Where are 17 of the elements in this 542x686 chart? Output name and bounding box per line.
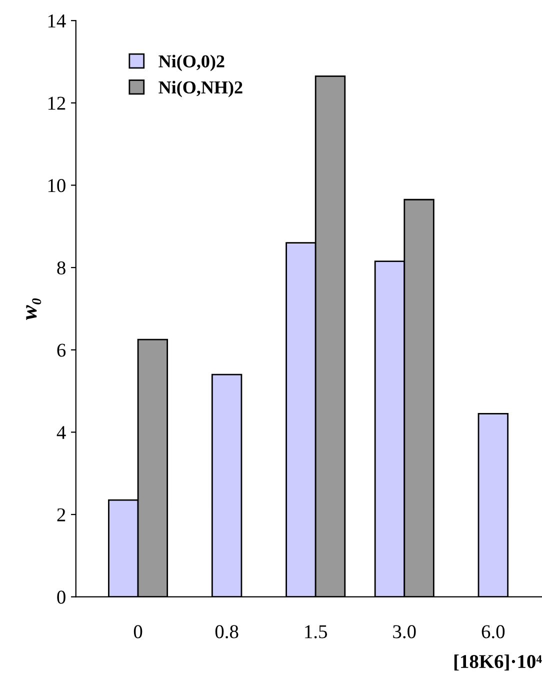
x-tick-label: 0.8 (215, 625, 238, 638)
legend-label: Ni(O,0)2 (158, 54, 224, 72)
y-tick-label: 4 (56, 426, 66, 439)
y-tick-label: 14 (48, 14, 66, 28)
y-tick-label: 6 (57, 344, 66, 357)
y-tick-label: 0 (57, 590, 66, 604)
y-axis-title: w₀ (26, 298, 42, 320)
legend-label: Ni(O,NH)2 (158, 80, 242, 98)
x-axis-title: [18K6]·10⁴ (454, 654, 542, 671)
y-tick-label: 10 (48, 179, 66, 192)
y-tick-label: 2 (57, 508, 66, 522)
x-tick-label: 3.0 (393, 625, 416, 638)
x-tick-label: 1.5 (305, 625, 327, 638)
x-tick-label: 0 (134, 625, 142, 638)
x-tick-label: 6.0 (482, 625, 505, 638)
y-tick-label: 12 (48, 96, 66, 110)
y-tick-label: 8 (57, 261, 66, 274)
